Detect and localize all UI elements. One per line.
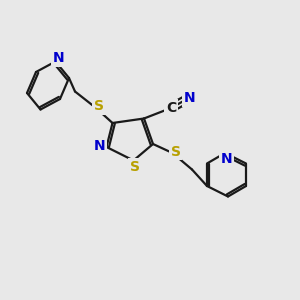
Text: S: S (170, 145, 181, 158)
Text: N: N (53, 52, 64, 65)
Text: S: S (130, 160, 140, 174)
Text: C: C (166, 101, 176, 115)
Text: S: S (94, 100, 104, 113)
Text: N: N (94, 139, 106, 152)
Text: N: N (221, 152, 232, 166)
Text: N: N (184, 91, 196, 105)
